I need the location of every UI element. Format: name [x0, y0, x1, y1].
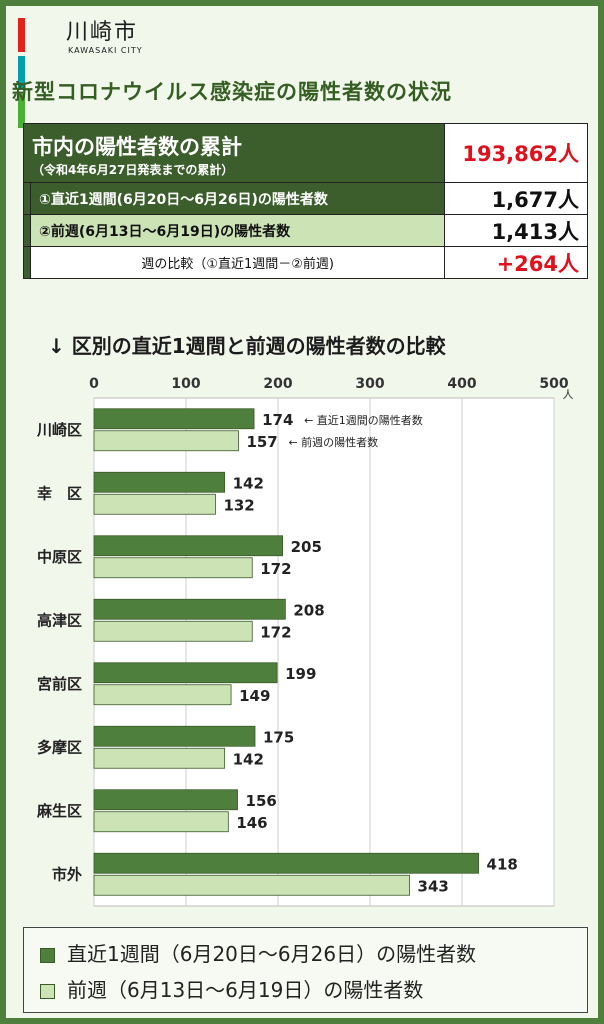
data-label-previous: 157	[246, 433, 277, 451]
page-title: 新型コロナウイルス感染症の陽性者数の状況	[12, 80, 452, 104]
summary-table: 市内の陽性者数の累計 （令和4年6月27日発表までの累計） 193,862人 ①…	[22, 123, 588, 279]
bar-previous-week	[93, 874, 410, 896]
category-label: 高津区	[37, 611, 82, 629]
chart-title: ↓ 区別の直近1週間と前週の陽性者数の比較	[48, 334, 446, 358]
x-tick-label: 200	[263, 376, 292, 392]
category-label: 多摩区	[37, 738, 82, 756]
bar-latest-week	[93, 408, 255, 430]
data-label-previous: 146	[236, 814, 267, 832]
data-label-previous: 172	[260, 560, 291, 578]
bar-previous-week	[93, 620, 253, 642]
legend-swatch-latest	[40, 948, 55, 963]
bar-previous-week	[93, 684, 232, 706]
legend-swatch-previous	[40, 984, 55, 999]
row-spacer	[23, 214, 31, 247]
data-label-previous: 343	[418, 877, 449, 895]
latest-week-value: 1,677人	[444, 182, 588, 215]
chart-legend: 直近1週間（6月20日～6月26日）の陽性者数 前週（6月13日～6月19日）の…	[23, 927, 588, 1013]
latest-week-label: ①直近1週間(6月20日～6月26日)の陽性者数	[29, 182, 446, 215]
category-label: 川崎区	[36, 421, 82, 439]
data-label-latest: 418	[487, 855, 518, 873]
x-axis-unit: 人	[563, 388, 574, 401]
summary-row-total: 市内の陽性者数の累計 （令和4年6月27日発表までの累計） 193,862人	[22, 123, 588, 183]
total-value: 193,862人	[444, 123, 588, 183]
row-spacer	[23, 246, 31, 279]
x-tick-label: 100	[171, 376, 200, 392]
previous-week-label: ②前週(6月13日～6月19日)の陽性者数	[29, 214, 446, 247]
total-label: 市内の陽性者数の累計	[32, 134, 242, 159]
data-label-latest: 175	[263, 728, 294, 746]
logo-bar-green	[18, 94, 25, 128]
logo-mark-icon	[18, 18, 28, 132]
data-label-latest: 199	[285, 665, 316, 683]
data-label-latest: 142	[233, 474, 264, 492]
bar-latest-week	[93, 471, 226, 493]
bar-latest-week	[93, 725, 256, 747]
category-label: 幸 区	[37, 484, 82, 502]
bar-previous-week	[93, 811, 229, 833]
legend-item-latest: 直近1週間（6月20日～6月26日）の陽性者数	[40, 938, 476, 967]
summary-row-comparison: 週の比較（①直近1週間－②前週) +264人	[23, 246, 588, 279]
data-label-latest: 208	[293, 601, 324, 619]
data-label-previous: 142	[233, 750, 264, 768]
x-tick-label: 400	[447, 376, 476, 392]
bar-previous-week	[93, 493, 216, 515]
logo-title: 川崎市	[66, 20, 139, 45]
data-label-previous: 172	[260, 623, 291, 641]
infographic-frame: 川崎市 KAWASAKI CITY 新型コロナウイルス感染症の陽性者数の状況 市…	[6, 6, 598, 1018]
category-label: 市外	[52, 865, 82, 883]
previous-week-value: 1,413人	[444, 214, 588, 247]
total-sublabel: （令和4年6月27日発表までの累計）	[32, 162, 234, 177]
category-label: 宮前区	[37, 675, 82, 693]
x-tick-label: 300	[355, 376, 384, 392]
data-label-previous: 132	[223, 496, 254, 514]
data-label-latest: 205	[291, 538, 322, 556]
comparison-label: 週の比較（①直近1週間－②前週)	[29, 246, 446, 279]
legend-item-previous: 前週（6月13日～6月19日）の陽性者数	[40, 974, 423, 1003]
row-spacer	[23, 182, 31, 215]
bar-latest-week	[93, 789, 238, 811]
x-tick-label: 500	[539, 376, 568, 392]
bar-previous-week	[93, 430, 239, 452]
data-label-latest: 174	[262, 411, 293, 429]
x-tick-label: 0	[89, 376, 99, 392]
total-label-cell: 市内の陽性者数の累計 （令和4年6月27日発表までの累計）	[22, 123, 446, 183]
summary-row-previous-week: ②前週(6月13日～6月19日)の陽性者数 1,413人	[23, 214, 588, 247]
legend-label-previous: 前週（6月13日～6月19日）の陽性者数	[67, 978, 424, 1002]
data-label-latest: 156	[246, 792, 277, 810]
logo-subtitle: KAWASAKI CITY	[68, 46, 143, 55]
summary-row-latest-week: ①直近1週間(6月20日～6月26日)の陽性者数 1,677人	[23, 182, 588, 215]
category-label: 中原区	[37, 548, 82, 566]
bar-latest-week	[93, 598, 286, 620]
logo-bar-red	[18, 18, 25, 52]
logo-bar-teal	[18, 56, 25, 90]
bar-latest-week	[93, 535, 284, 557]
category-label: 麻生区	[36, 802, 82, 820]
data-label-previous: 149	[239, 687, 270, 705]
bar-latest-week	[93, 852, 479, 874]
bar-annotation: ← 直近1週間の陽性者数	[304, 413, 423, 427]
comparison-value: +264人	[444, 246, 588, 279]
bar-previous-week	[93, 557, 253, 579]
bar-annotation: ← 前週の陽性者数	[288, 435, 378, 449]
bar-previous-week	[93, 747, 226, 769]
bar-latest-week	[93, 662, 278, 684]
legend-label-latest: 直近1週間（6月20日～6月26日）の陽性者数	[67, 942, 477, 966]
